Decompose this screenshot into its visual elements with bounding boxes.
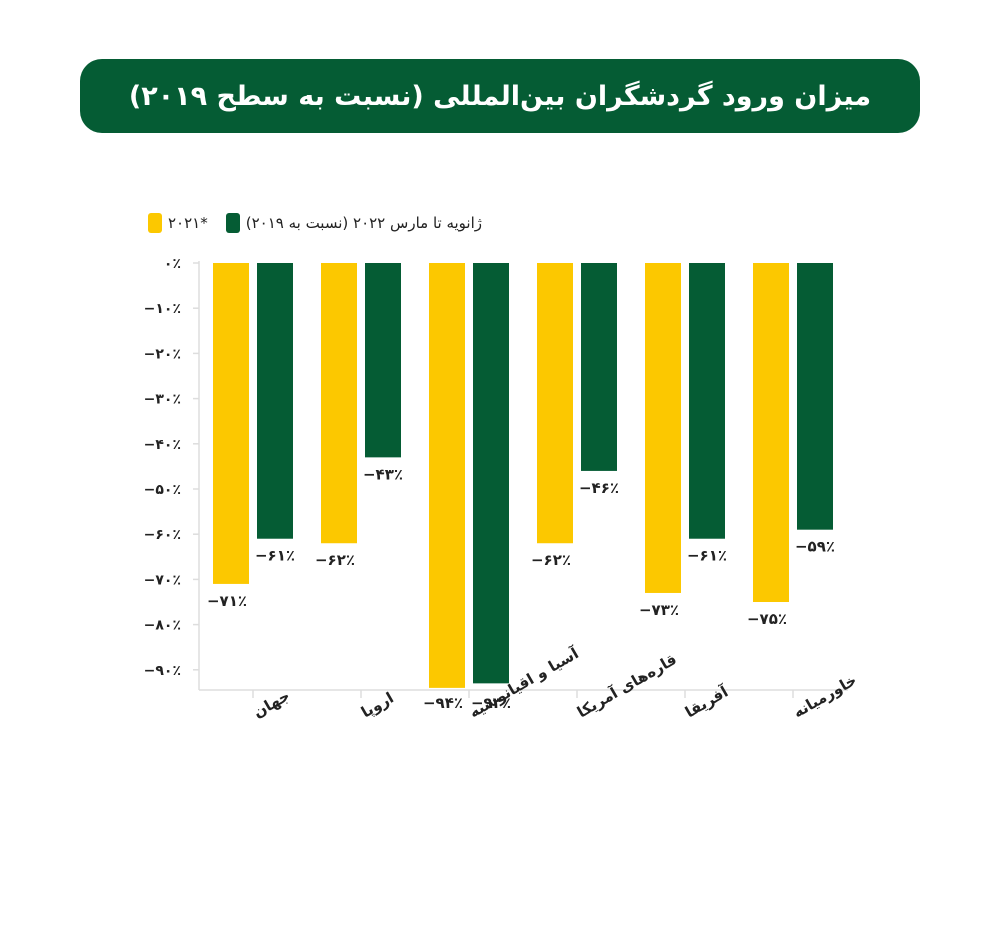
y-tick-label: −۸۰٪ [144,618,181,634]
legend-swatch-2022 [225,213,240,233]
bar-2022 [797,263,833,530]
y-tick-label: −۷۰٪ [144,572,181,588]
bar-2022 [365,263,401,458]
bar-value-label: −۶۲٪ [315,551,355,569]
y-tick-label: −۲۰٪ [144,346,181,362]
bar-2021 [753,263,789,602]
y-tick-label: −۳۰٪ [144,392,181,408]
y-tick-label: −۵۰٪ [144,482,181,498]
bar-value-label: −۴۶٪ [579,479,619,497]
bar-value-label: −۶۲٪ [531,551,571,569]
legend-label-2022: ژانویه تا مارس ۲۰۲۲ (نسبت به ۲۰۱۹) [245,214,483,232]
y-tick-label: −۶۰٪ [144,527,181,543]
bar-2022 [473,263,509,684]
y-tick-label: −۴۰٪ [144,437,181,453]
bar-2022 [257,263,293,539]
bar-value-label: −۶۱٪ [255,547,295,565]
bar-value-label: −۷۱٪ [207,592,247,610]
bar-2022 [581,263,617,471]
bar-value-label: −۶۱٪ [687,547,727,565]
legend-label-2021: ۲۰۲۱* [168,214,208,232]
y-tick-label: −۹۰٪ [144,663,181,679]
x-category-label: اروپا [358,689,397,723]
bar-value-label: −۹۳٪ [471,694,511,712]
y-tick-label: −۱۰٪ [144,301,181,317]
legend: ۲۰۲۱* ژانویه تا مارس ۲۰۲۲ (نسبت به ۲۰۱۹) [148,213,482,233]
chart-title: میزان ورود گردشگران بین‌المللی (نسبت به … [128,80,872,112]
legend-swatch-2021 [148,213,162,233]
chart-title-banner: میزان ورود گردشگران بین‌المللی (نسبت به … [80,59,920,133]
bar-2021 [213,263,249,584]
x-category-label: خاورمیانه [790,671,860,722]
bar-2021 [321,263,357,544]
bar-2021 [537,263,573,544]
x-category-label: آسیا و اقیانوسیه [466,644,582,722]
bar-value-label: −۴۳٪ [363,465,403,483]
x-category-label: قاره‌های آمریکا [574,650,680,721]
bar-value-label: −۵۹٪ [795,538,835,556]
bar-2022 [689,263,725,539]
bar-2021 [645,263,681,593]
y-tick-label: ۰٪ [164,256,181,272]
bar-2021 [429,263,465,688]
x-category-label: آفریقا [682,682,732,721]
bar-value-label: −۷۵٪ [747,610,787,628]
x-category-label: جهان [250,686,293,721]
bar-value-label: −۹۴٪ [423,694,463,712]
bar-value-label: −۷۳٪ [639,601,679,619]
